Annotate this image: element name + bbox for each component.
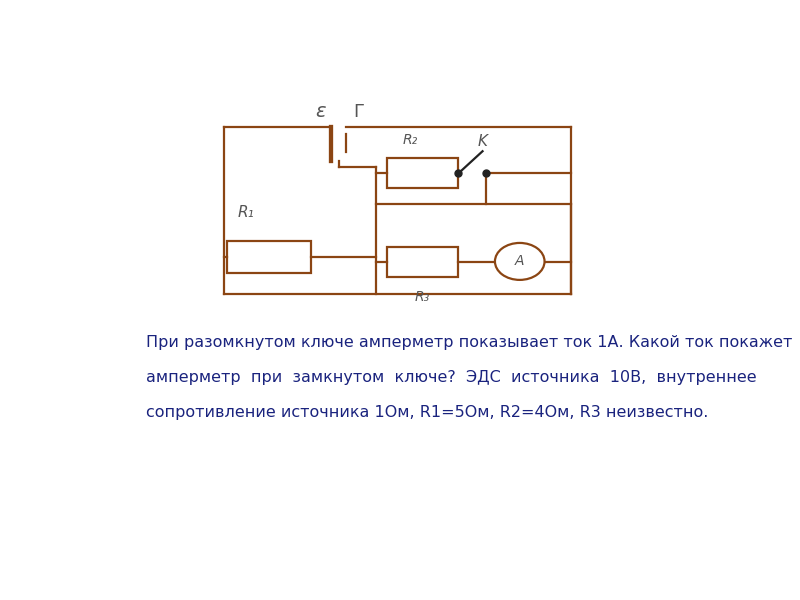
Text: A: A xyxy=(515,254,525,268)
Text: При разомкнутом ключе амперметр показывает ток 1А. Какой ток покажет: При разомкнутом ключе амперметр показыва… xyxy=(146,335,793,350)
Text: R₁: R₁ xyxy=(238,205,254,220)
Text: R₃: R₃ xyxy=(415,290,430,304)
Bar xyxy=(227,241,310,273)
Text: амперметр  при  замкнутом  ключе?  ЭДС  источника  10В,  внутреннее: амперметр при замкнутом ключе? ЭДС источ… xyxy=(146,370,757,385)
Bar xyxy=(387,247,458,277)
Text: Г: Г xyxy=(353,103,364,121)
Text: K: K xyxy=(478,134,487,149)
Bar xyxy=(387,158,458,188)
Text: R₂: R₂ xyxy=(402,133,418,147)
Circle shape xyxy=(495,243,545,280)
Text: ε: ε xyxy=(315,101,326,121)
Text: сопротивление источника 1Ом, R1=5Ом, R2=4Ом, R3 неизвестно.: сопротивление источника 1Ом, R1=5Ом, R2=… xyxy=(146,404,709,419)
